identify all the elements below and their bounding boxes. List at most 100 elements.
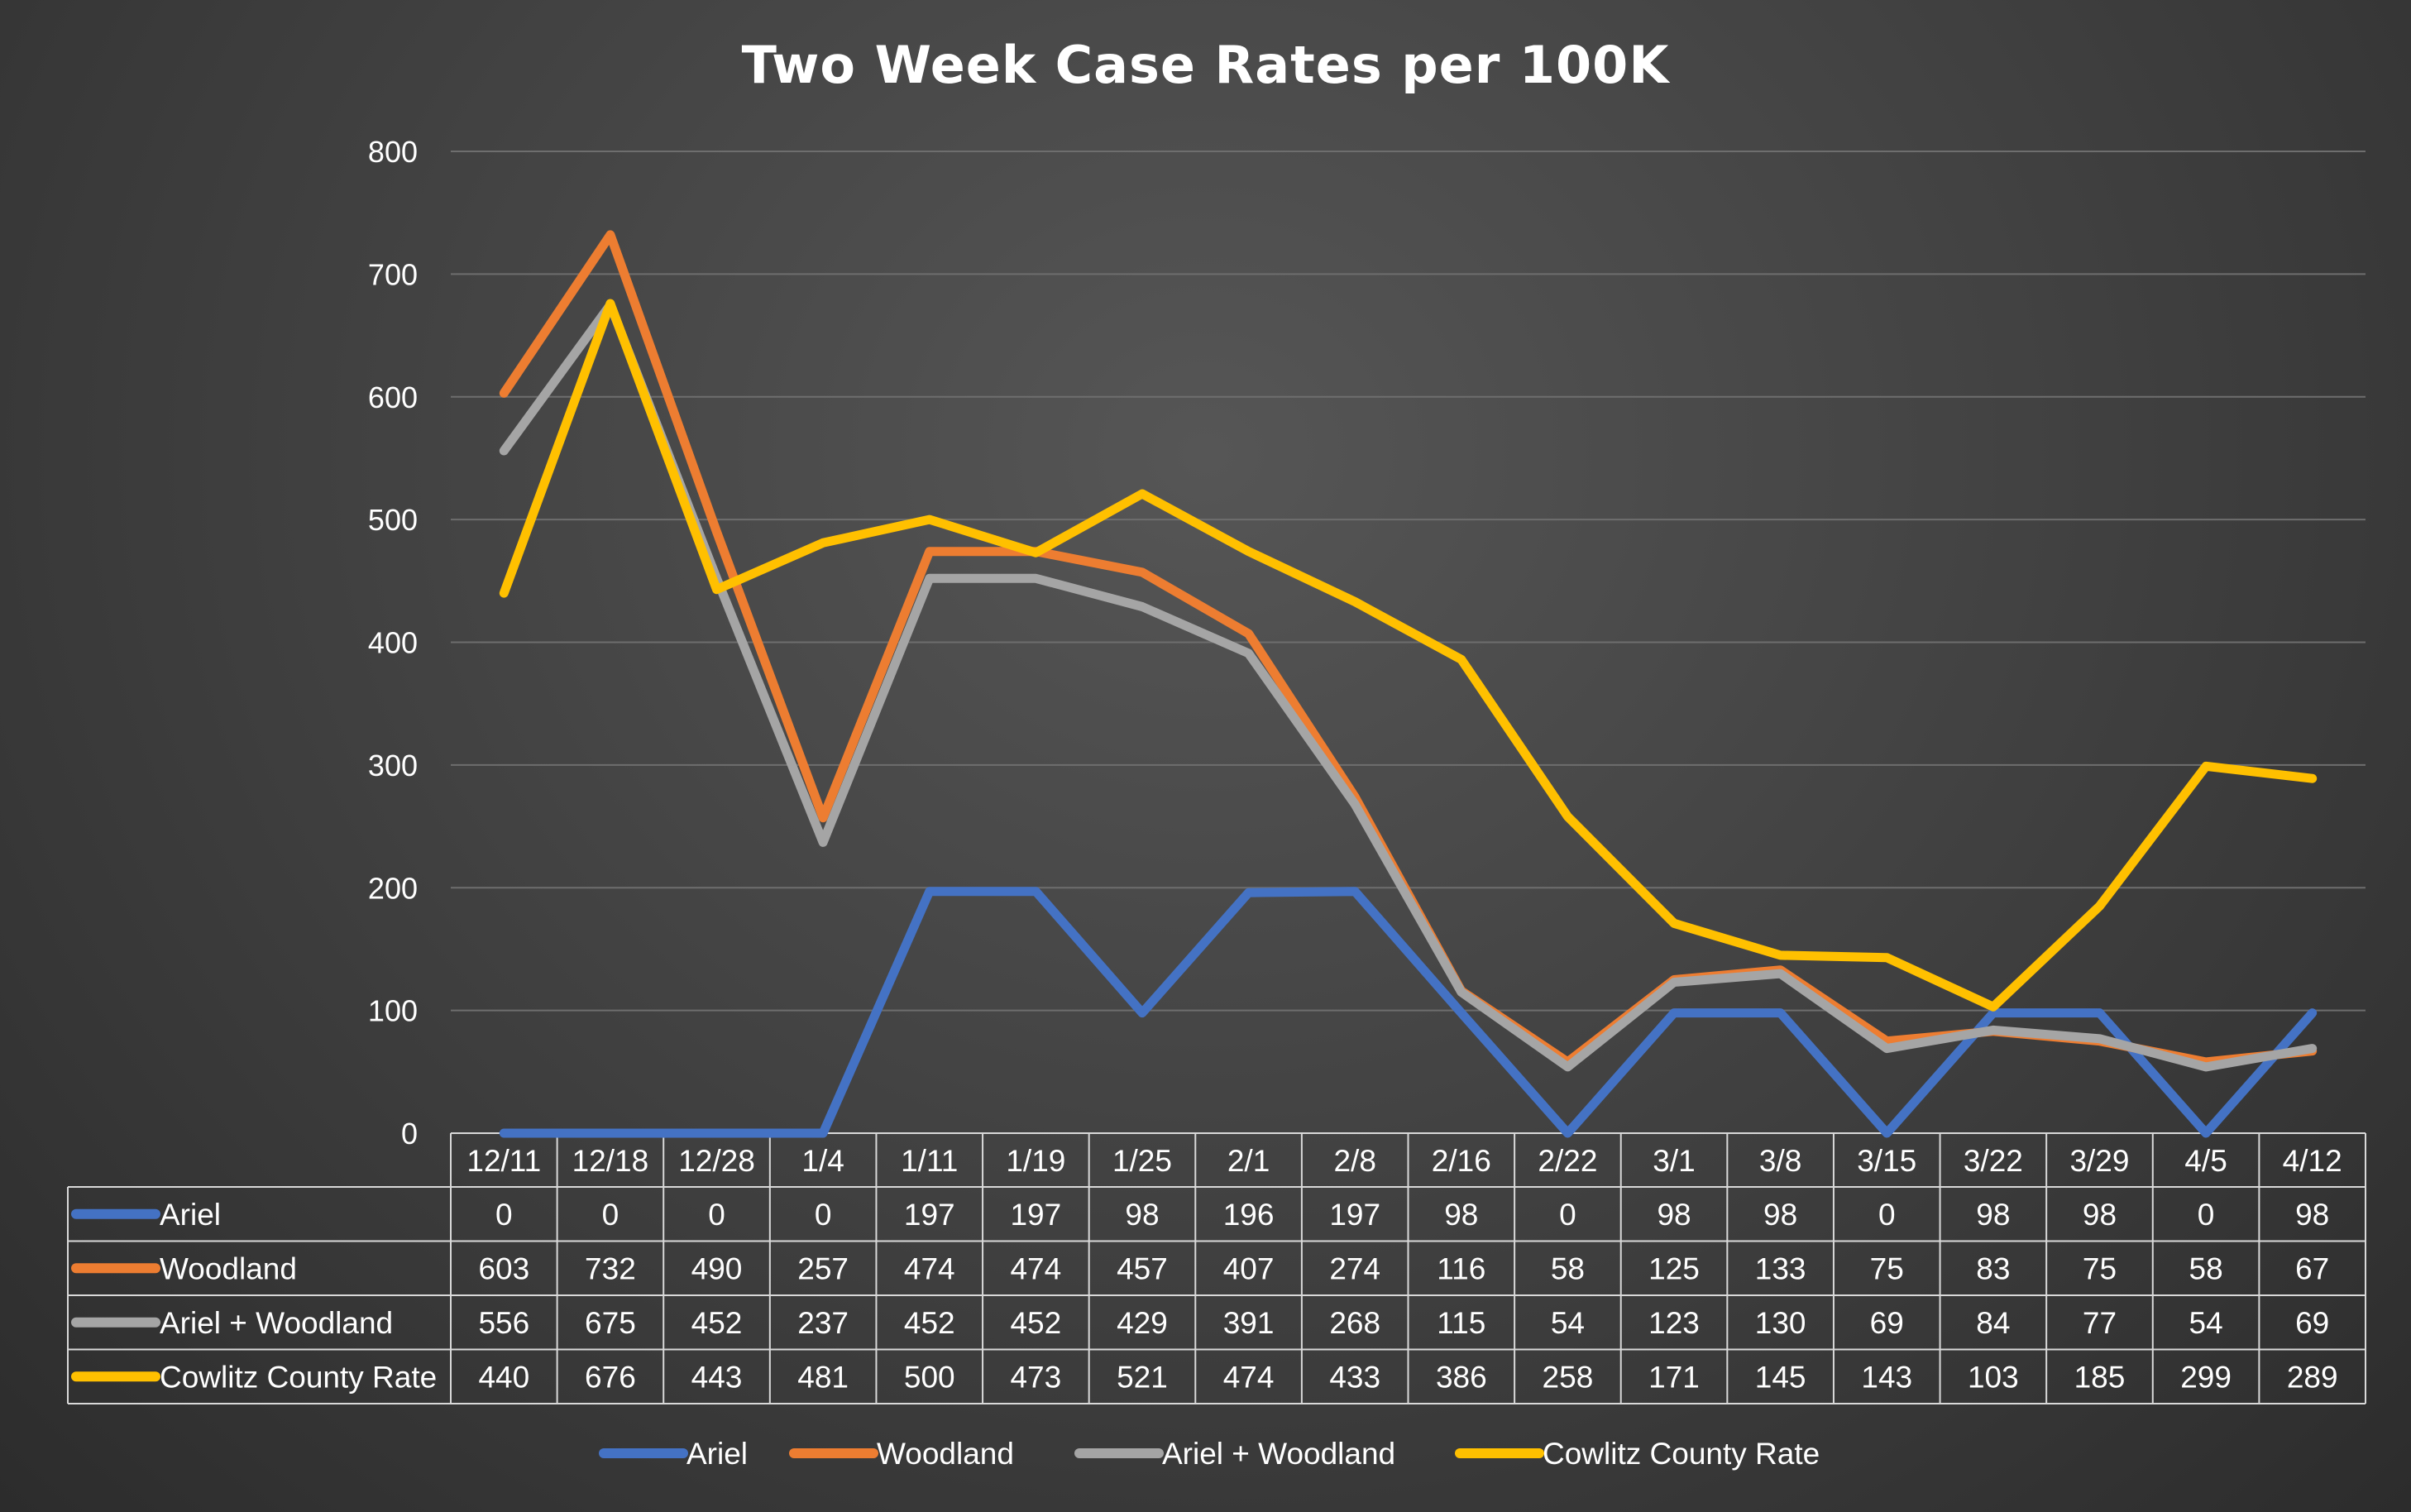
table-series-name: Cowlitz County Rate — [160, 1360, 437, 1394]
x-tick-label: 1/19 — [1006, 1144, 1065, 1178]
table-cell-value: 391 — [1223, 1306, 1275, 1340]
table-cell-value: 490 — [691, 1251, 743, 1285]
x-tick-label: 2/8 — [1333, 1144, 1375, 1178]
table-cell-value: 130 — [1755, 1306, 1806, 1340]
table-cell-value: 185 — [2074, 1360, 2126, 1394]
table-cell-value: 675 — [585, 1306, 636, 1340]
table-cell-value: 433 — [1329, 1360, 1380, 1394]
table-cell-value: 474 — [1223, 1360, 1275, 1394]
x-tick-label: 3/29 — [2069, 1144, 2129, 1178]
table-cell-value: 197 — [904, 1198, 955, 1232]
table-cell-value: 452 — [691, 1306, 743, 1340]
legend-label: Ariel — [686, 1437, 748, 1471]
table-series-name: Woodland — [160, 1251, 297, 1285]
table-cell-value: 115 — [1437, 1306, 1485, 1340]
table-cell-value: 732 — [585, 1251, 636, 1285]
table-cell-value: 289 — [2287, 1360, 2338, 1394]
y-tick-label: 700 — [368, 257, 418, 291]
table-cell-value: 556 — [478, 1306, 529, 1340]
table-cell-value: 457 — [1117, 1251, 1168, 1285]
table-cell-value: 103 — [1968, 1360, 2019, 1394]
table-cell-value: 171 — [1648, 1360, 1700, 1394]
x-tick-label: 1/4 — [801, 1144, 844, 1178]
table-cell-value: 125 — [1648, 1251, 1700, 1285]
table-cell-value: 257 — [797, 1251, 849, 1285]
x-tick-label: 12/28 — [678, 1144, 755, 1178]
y-tick-label: 500 — [368, 503, 418, 537]
table-cell-value: 54 — [1551, 1306, 1585, 1340]
x-tick-label: 1/11 — [901, 1144, 958, 1178]
x-tick-label: 12/11 — [466, 1144, 541, 1178]
table-cell-value: 75 — [1870, 1251, 1904, 1285]
table-cell-value: 0 — [1878, 1198, 1896, 1232]
table-cell-value: 98 — [1763, 1198, 1797, 1232]
x-tick-label: 3/1 — [1653, 1144, 1695, 1178]
legend-label: Cowlitz County Rate — [1543, 1437, 1820, 1471]
table-cell-value: 407 — [1223, 1251, 1275, 1285]
series-line — [499, 887, 2318, 1138]
table-cell-value: 143 — [1861, 1360, 1912, 1394]
table-series-name: Ariel — [160, 1198, 221, 1232]
y-tick-label: 100 — [368, 994, 418, 1028]
table-cell-value: 676 — [585, 1360, 636, 1394]
table-cell-value: 98 — [1657, 1198, 1691, 1232]
table-cell-value: 386 — [1436, 1360, 1487, 1394]
x-tick-label: 1/25 — [1112, 1144, 1172, 1178]
table-cell-value: 440 — [478, 1360, 529, 1394]
table-cell-value: 98 — [1444, 1198, 1478, 1232]
table-cell-value: 69 — [1870, 1306, 1904, 1340]
table-cell-value: 452 — [904, 1306, 955, 1340]
table-cell-value: 98 — [2295, 1198, 2329, 1232]
x-tick-label: 3/15 — [1857, 1144, 1916, 1178]
y-tick-label: 800 — [368, 135, 418, 169]
legend-label: Woodland — [877, 1437, 1014, 1471]
table-cell-value: 429 — [1117, 1306, 1168, 1340]
chart-title: Two Week Case Rates per 100K — [741, 35, 1670, 95]
table-cell-value: 196 — [1223, 1198, 1275, 1232]
table-cell-value: 58 — [1551, 1251, 1585, 1285]
table-cell-value: 0 — [815, 1198, 832, 1232]
table-cell-value: 84 — [1976, 1306, 2010, 1340]
table-cell-value: 98 — [2083, 1198, 2117, 1232]
table-cell-value: 481 — [797, 1360, 849, 1394]
table-cell-value: 0 — [708, 1198, 725, 1232]
table-cell-value: 521 — [1117, 1360, 1168, 1394]
x-tick-label: 4/12 — [2283, 1144, 2342, 1178]
table-cell-value: 474 — [904, 1251, 955, 1285]
y-tick-label: 0 — [401, 1117, 418, 1151]
table-cell-value: 0 — [602, 1198, 619, 1232]
table-cell-value: 197 — [1329, 1198, 1380, 1232]
table-cell-value: 54 — [2189, 1306, 2223, 1340]
series-line — [499, 299, 2318, 1012]
table-cell-value: 500 — [904, 1360, 955, 1394]
series-line — [499, 300, 2318, 1072]
table-cell-value: 83 — [1976, 1251, 2010, 1285]
x-tick-label: 2/1 — [1227, 1144, 1270, 1178]
table-cell-value: 258 — [1543, 1360, 1594, 1394]
table-cell-value: 443 — [691, 1360, 743, 1394]
table-cell-value: 116 — [1437, 1251, 1485, 1285]
table-cell-value: 58 — [2189, 1251, 2223, 1285]
table-series-name: Ariel + Woodland — [160, 1306, 393, 1340]
table-cell-value: 197 — [1010, 1198, 1061, 1232]
table-cell-value: 98 — [1976, 1198, 2010, 1232]
x-tick-label: 2/22 — [1538, 1144, 1597, 1178]
table-cell-value: 474 — [1010, 1251, 1061, 1285]
table-cell-value: 268 — [1329, 1306, 1380, 1340]
table-cell-value: 274 — [1329, 1251, 1380, 1285]
table-cell-value: 603 — [478, 1251, 529, 1285]
table-cell-value: 133 — [1755, 1251, 1806, 1285]
x-tick-label: 2/16 — [1432, 1144, 1491, 1178]
y-tick-label: 300 — [368, 749, 418, 782]
x-tick-label: 3/8 — [1759, 1144, 1801, 1178]
table-cell-value: 0 — [495, 1198, 513, 1232]
table-cell-value: 123 — [1648, 1306, 1700, 1340]
table-cell-value: 75 — [2083, 1251, 2117, 1285]
x-tick-label: 12/18 — [572, 1144, 649, 1178]
y-tick-label: 600 — [368, 380, 418, 414]
legend-label: Ariel + Woodland — [1162, 1437, 1395, 1471]
table-cell-value: 77 — [2083, 1306, 2117, 1340]
table-cell-value: 0 — [2198, 1198, 2215, 1232]
